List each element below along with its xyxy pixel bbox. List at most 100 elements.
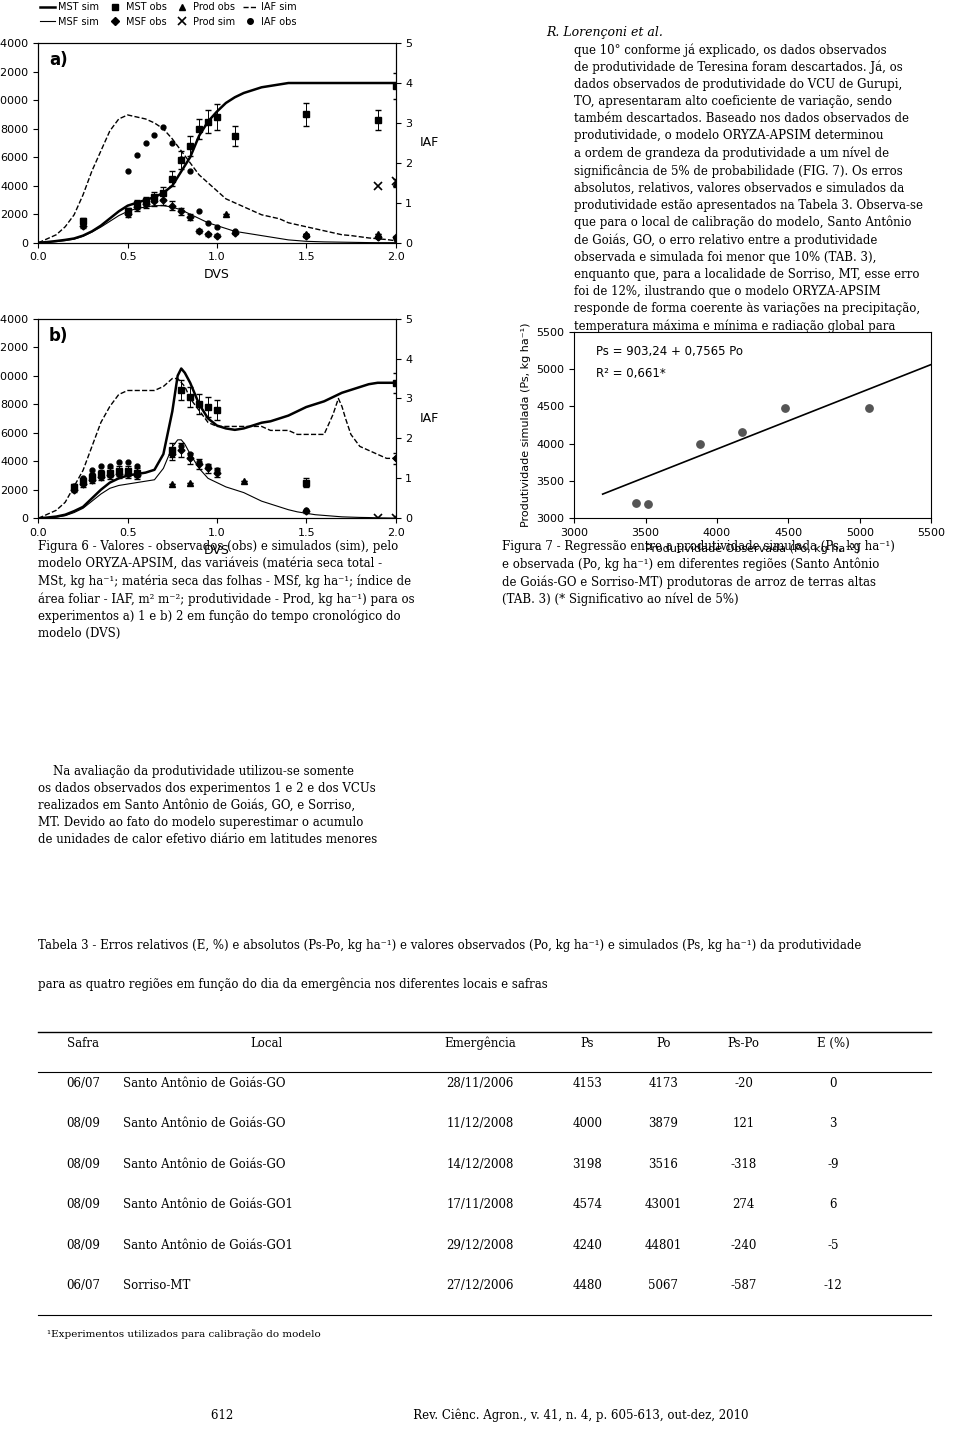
IAF sim [113, 386, 125, 404]
IAF obs [122, 454, 133, 471]
IAF sim [149, 382, 160, 399]
Text: 4574: 4574 [572, 1198, 603, 1211]
Y-axis label: IAF: IAF [420, 412, 439, 425]
MSF sim [68, 504, 80, 521]
IAF sim [157, 378, 169, 395]
MSF sim [327, 234, 339, 251]
MST sim [60, 505, 71, 523]
MSF sim [77, 500, 88, 517]
MST sim [157, 445, 169, 462]
IAF sim [292, 426, 303, 444]
IAF obs [176, 438, 187, 455]
MSF sim [327, 507, 339, 524]
IAF sim [390, 233, 401, 250]
Text: para as quatro regiões em função do dia da emergência nos diferentes locais e sa: para as quatro regiões em função do dia … [38, 976, 548, 991]
IAF obs [229, 223, 241, 240]
Text: 612                                                Rev. Ciênc. Agron., v. 41, n.: 612 Rev. Ciênc. Agron., v. 41, n. [211, 1409, 749, 1422]
IAF sim [336, 398, 348, 415]
MSF sim [265, 228, 276, 246]
MST sim [203, 113, 214, 131]
MSF sim [68, 231, 80, 248]
MST sim [167, 402, 179, 419]
MST sim [33, 234, 44, 251]
IAF obs [300, 501, 312, 518]
MST sim [327, 388, 339, 405]
IAF sim [247, 418, 258, 435]
IAF sim [140, 111, 152, 128]
MSF sim [95, 485, 107, 503]
IAF sim [274, 210, 285, 227]
Text: 06/07: 06/07 [66, 1279, 100, 1292]
MST sim [211, 416, 223, 434]
MST sim [172, 368, 183, 385]
IAF obs [86, 462, 98, 480]
MSF sim [300, 504, 312, 521]
MSF sim [336, 508, 348, 526]
Text: 4000: 4000 [572, 1117, 603, 1130]
Text: -20: -20 [734, 1077, 754, 1090]
MSF sim [113, 207, 125, 224]
Text: -318: -318 [731, 1157, 756, 1170]
IAF obs [104, 458, 115, 475]
X-axis label: DVS: DVS [204, 269, 229, 281]
IAF sim [220, 418, 231, 435]
IAF sim [68, 478, 80, 495]
Text: 4153: 4153 [572, 1077, 603, 1090]
Text: Santo Antônio de Goiás-GO1: Santo Antônio de Goiás-GO1 [123, 1198, 293, 1211]
MST sim [274, 76, 285, 93]
Line: Prod sim: Prod sim [373, 514, 399, 523]
MSF sim [390, 510, 401, 527]
MST sim [354, 379, 366, 396]
MST sim [104, 210, 115, 227]
MSF sim [41, 510, 53, 527]
MSF sim [140, 198, 152, 215]
Text: 4480: 4480 [572, 1279, 603, 1292]
MSF sim [354, 508, 366, 526]
Y-axis label: IAF: IAF [420, 136, 439, 149]
IAF sim [229, 194, 241, 211]
MST sim [336, 75, 348, 92]
IAF sim [122, 106, 133, 123]
MSF sim [176, 201, 187, 218]
Text: Safra: Safra [67, 1037, 99, 1050]
MSF sim [41, 234, 53, 251]
IAF sim [332, 389, 344, 406]
MSF sim [184, 205, 196, 223]
Text: ¹Experimentos utilizados para calibração do modelo: ¹Experimentos utilizados para calibração… [47, 1328, 321, 1338]
MST sim [95, 217, 107, 234]
MST sim [390, 375, 401, 392]
Y-axis label: Produtividade simulada (Ps, kg ha⁻¹): Produtividade simulada (Ps, kg ha⁻¹) [520, 323, 531, 527]
MSF sim [282, 231, 294, 248]
MSF sim [309, 505, 321, 523]
IAF obs [203, 458, 214, 475]
IAF obs [193, 454, 204, 471]
IAF obs [176, 151, 187, 168]
MSF sim [381, 234, 393, 251]
MSF sim [140, 472, 152, 490]
Text: -9: -9 [828, 1157, 839, 1170]
IAF sim [95, 414, 107, 431]
MSF sim [282, 501, 294, 518]
MSF sim [167, 198, 179, 215]
MSF sim [149, 471, 160, 488]
Text: R² = 0,661*: R² = 0,661* [595, 368, 665, 381]
IAF sim [122, 382, 133, 399]
MSF sim [346, 234, 357, 251]
Text: -12: -12 [824, 1279, 842, 1292]
IAF sim [86, 438, 98, 455]
Text: Emergência: Emergência [444, 1037, 516, 1050]
MSF sim [238, 484, 250, 501]
MST sim [184, 375, 196, 392]
Text: 5067: 5067 [648, 1279, 679, 1292]
MSF sim [274, 498, 285, 516]
MST sim [86, 223, 98, 240]
IAF obs [372, 228, 383, 246]
IAF obs [68, 478, 80, 495]
Point [734, 421, 750, 444]
IAF sim [309, 426, 321, 444]
MST sim [255, 79, 267, 96]
MST sim [203, 409, 214, 426]
Line: MSF sim: MSF sim [38, 205, 396, 243]
MST sim [363, 75, 374, 92]
IAF sim [309, 220, 321, 237]
